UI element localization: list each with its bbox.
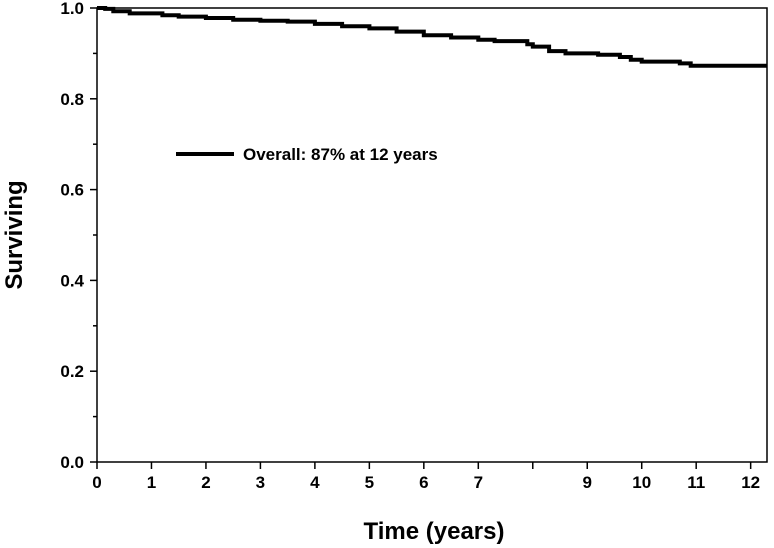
x-tick-label-1: 1	[147, 473, 156, 492]
series-line-0	[97, 6, 767, 68]
x-axis-title: Time (years)	[364, 518, 505, 545]
x-tick-label-7: 7	[474, 473, 483, 492]
y-tick-label-0.8: 0.8	[60, 90, 84, 109]
x-tick-label-5: 5	[365, 473, 374, 492]
x-tick-label-4: 4	[310, 473, 320, 492]
legend-label-overall: Overall: 87% at 12 years	[243, 145, 438, 164]
y-tick-label-1: 1.0	[60, 0, 84, 18]
y-tick-label-0: 0.0	[60, 453, 84, 472]
x-tick-label-12: 12	[741, 473, 760, 492]
x-tick-label-0: 0	[92, 473, 101, 492]
y-axis-title: Surviving	[1, 180, 28, 289]
x-tick-label-6: 6	[419, 473, 428, 492]
series-layer	[97, 6, 767, 68]
x-tick-label-3: 3	[256, 473, 265, 492]
x-tick-label-10: 10	[632, 473, 651, 492]
y-tick-label-0.6: 0.6	[60, 181, 84, 200]
x-tick-label-9: 9	[583, 473, 592, 492]
plot-frame	[96, 7, 768, 463]
x-tick-label-2: 2	[201, 473, 210, 492]
y-tick-label-0.2: 0.2	[60, 362, 84, 381]
legend: Overall: 87% at 12 years	[176, 145, 438, 164]
x-tick-label-11: 11	[687, 473, 705, 492]
axes: 0 1 2 3 4 5 6 7 9 10 11 120.00.20.40.60.81.0	[60, 0, 768, 492]
y-tick-label-0.4: 0.4	[60, 271, 84, 290]
